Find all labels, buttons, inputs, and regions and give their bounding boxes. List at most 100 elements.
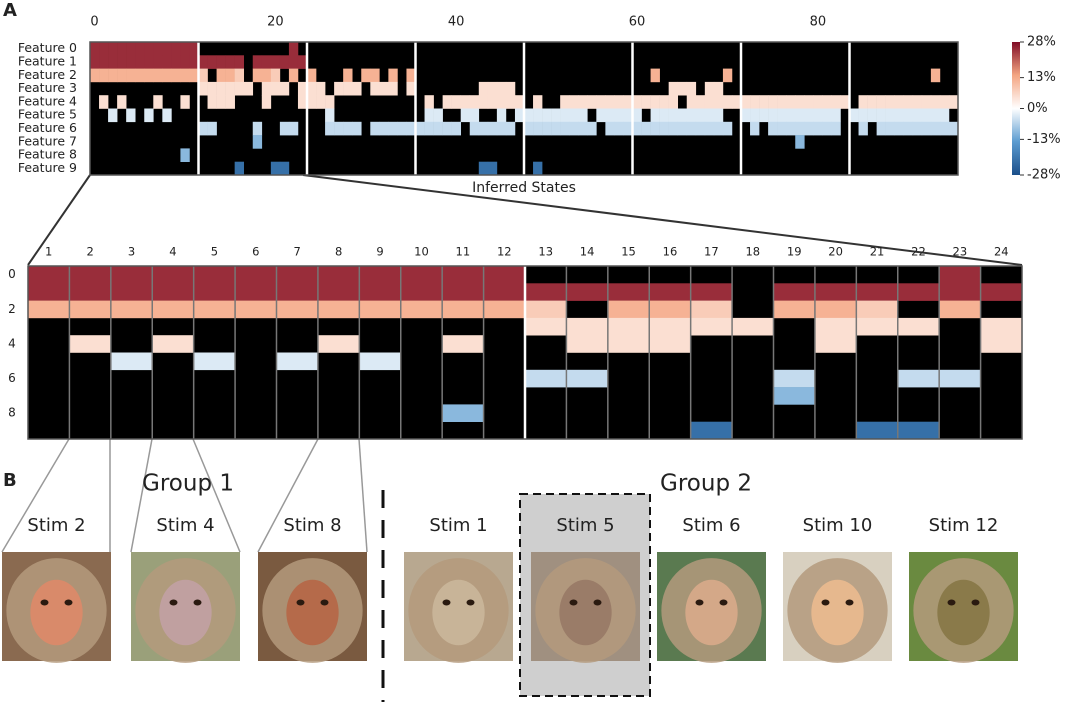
column-label: 8 [335,245,342,259]
stimulus-label: Stim 8 [283,515,341,536]
heatmap-cell [99,42,109,56]
photo-eye [466,599,475,606]
heatmap-cell [99,95,109,109]
colorbar-tick-label: 0% [1027,101,1048,116]
heatmap-cell [424,95,434,109]
heatmap-cell [623,121,633,136]
heatmap-cell [607,300,650,319]
photo-eye [169,599,178,606]
heatmap-cell [225,68,235,83]
heatmap-cell [216,68,226,83]
column-label: 10 [414,245,429,259]
heatmap-cell [731,95,742,109]
heatmap-cell [478,121,489,136]
heatmap-cell [980,317,1023,336]
heatmap-cell [198,81,208,96]
heatmap-cell [939,369,981,388]
heatmap-cell [690,421,733,440]
column-label: 4 [169,245,176,259]
heatmap-cell [649,300,691,319]
heatmap-cell [270,81,281,96]
heatmap-cell [713,108,724,123]
heatmap-cell [483,266,526,284]
heatmap-cell [424,121,434,136]
photo-eye [296,599,305,606]
heatmap-cell [867,95,877,109]
heatmap-cell [361,68,371,83]
heatmap-cell [587,121,597,136]
heatmap-cell [759,108,769,123]
heatmap-cell [641,95,651,109]
heatmap-cell [649,317,691,336]
heatmap-cell [876,108,886,123]
row-label: Feature 2 [18,67,77,82]
heatmap-cell [840,95,850,109]
heatmap-cell [69,283,112,301]
heatmap-cell [695,121,706,136]
heatmap-cell [189,42,199,56]
heatmap-cell [108,55,118,69]
heatmap-cell [152,300,194,319]
group-title: Group 1 [142,471,234,497]
heatmap-cell [487,121,498,136]
heatmap-cell [885,121,896,136]
heatmap-cell [814,283,857,301]
heatmap-cell [948,95,959,109]
heatmap-cell [903,95,914,109]
heatmap-cell [773,300,816,319]
heatmap-cell [288,121,299,136]
heatmap-cell [551,121,561,136]
heatmap-cell [885,108,896,123]
heatmap-cell [741,108,751,123]
heatmap-cell [496,121,507,136]
heatmap-cell [235,300,277,319]
heatmap-cell [686,108,697,123]
heatmap-cell [704,81,715,96]
heatmap-cell [343,121,353,136]
column-label: 24 [994,245,1009,259]
heatmap-cell [569,108,579,123]
heatmap-cell [135,42,145,56]
photo-face [937,579,990,646]
photo-eye [845,599,854,606]
heatmap-cell [451,95,462,109]
heatmap-cell [487,161,498,176]
heatmap-cell [379,121,389,136]
heatmap-cell [921,108,932,123]
heatmap-cell [487,81,498,96]
heatmap-cell [813,121,823,136]
heatmap-cell [207,95,217,109]
photo-eye [695,599,704,606]
heatmap-cell [483,283,526,301]
heatmap-cell [478,81,489,96]
heatmap-cell [566,369,609,388]
heatmap-cell [193,300,236,319]
heatmap-cell [722,121,733,136]
heatmap-cell [261,81,272,96]
heatmap-cell [252,68,263,83]
colorbar-tick-label: -13% [1027,132,1061,147]
photo-eye [64,599,73,606]
heatmap-cell [912,95,923,109]
heatmap-cell [144,108,154,123]
heatmap-cell [614,95,624,109]
heatmap-cell [649,283,691,301]
heatmap-cell [578,121,588,136]
heatmap-cell [505,121,516,136]
heatmap-cell [496,108,507,123]
heatmap-cell [162,42,172,56]
heatmap-cell [897,421,940,440]
heatmap-cell [171,42,181,56]
heatmap-cell [316,95,326,109]
heatmap-cell [110,300,153,319]
heatmap-cell [69,266,112,284]
heatmap-cell [822,95,832,109]
heatmap-cell [198,55,208,69]
heatmap-cell [216,95,226,109]
row-label: Feature 8 [18,147,77,162]
heatmap-cell [659,95,669,109]
column-label: 1 [45,245,52,259]
heatmap-cell [108,108,118,123]
heatmap-cell [193,266,236,284]
